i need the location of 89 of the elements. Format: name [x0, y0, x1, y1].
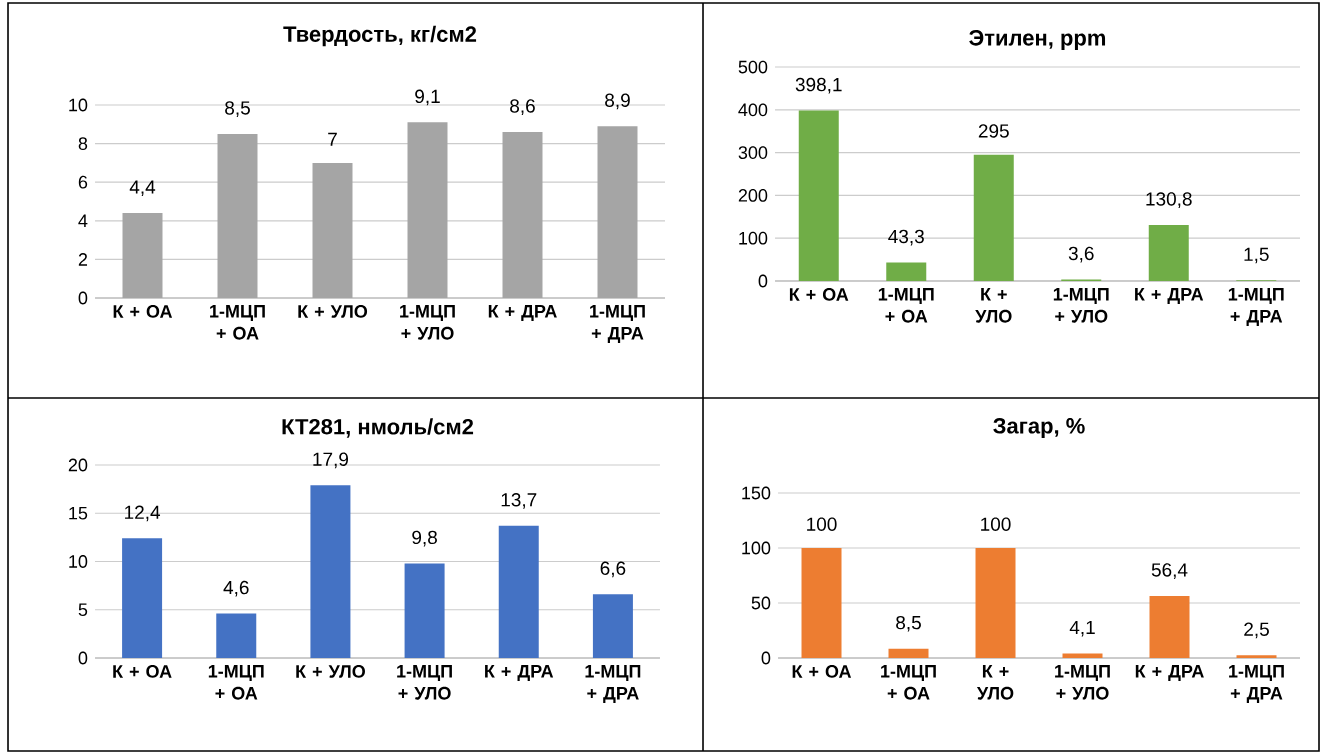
bar: [592, 594, 633, 658]
data-label: 9,8: [412, 530, 437, 547]
x-tick-label: 1-МЦП + ДРА: [590, 305, 645, 344]
data-label: 56,4: [1151, 563, 1188, 579]
y-tick-label: 0: [758, 274, 768, 288]
chart-title: Этилен, ppm: [969, 30, 1106, 50]
x-tick-label: 1-МЦП + УЛО: [397, 665, 452, 700]
x-tick-label: 1-МЦП + УЛО: [400, 305, 455, 340]
data-label: 4,1: [1069, 620, 1095, 637]
y-tick-label: 300: [738, 146, 768, 159]
x-tick-label: 1-МЦП + УЛО: [1055, 665, 1110, 700]
y-tick-label: 6: [78, 175, 88, 189]
y-tick-label: 100: [739, 231, 768, 245]
x-tick-label: К + УЛО: [976, 665, 1014, 700]
bar: [122, 538, 163, 658]
chart-title: Загар, %: [993, 418, 1085, 438]
y-tick-label: 15: [69, 506, 88, 520]
x-tick-label: К + ДРА: [488, 305, 557, 322]
y-tick-label: 8: [78, 137, 88, 150]
y-tick-label: 0: [761, 651, 771, 665]
chart-title: КТ281, нмоль/см2: [282, 418, 474, 438]
data-label: 8,9: [605, 93, 630, 110]
data-label: 4,4: [129, 180, 156, 197]
data-label: 9,1: [415, 89, 440, 106]
data-label: 4,6: [223, 580, 249, 597]
x-tick-label: К + УЛО: [975, 288, 1012, 323]
bar: [1148, 225, 1189, 281]
data-label: 398,1: [795, 77, 842, 94]
bar: [888, 648, 929, 658]
x-tick-label: К + УЛО: [296, 665, 365, 678]
bar: [1149, 595, 1190, 658]
x-tick-label: К + ДРА: [485, 665, 554, 682]
x-tick-label: К + ОА: [113, 305, 173, 318]
data-label: 8,6: [510, 99, 535, 115]
data-label: 8,5: [896, 615, 921, 632]
bar: [404, 563, 445, 658]
data-label: 130,8: [1146, 192, 1192, 208]
y-tick-label: 500: [738, 60, 768, 74]
data-label: 17,9: [313, 452, 348, 469]
y-tick-label: 400: [738, 103, 768, 117]
bar: [798, 110, 839, 281]
bar: [886, 262, 927, 281]
y-tick-label: 0: [78, 291, 88, 305]
data-label: 100: [807, 517, 837, 531]
y-tick-label: 2: [78, 253, 88, 266]
bar: [973, 154, 1014, 281]
x-tick-label: 1-МЦП + ДРА: [585, 665, 641, 704]
data-label: 100: [981, 517, 1011, 531]
data-label: 13,7: [501, 493, 537, 509]
y-tick-label: 0: [78, 651, 88, 665]
bar: [801, 548, 842, 658]
x-tick-label: 1-МЦП + ОА: [208, 665, 264, 700]
x-tick-label: 1-МЦП + ОА: [878, 288, 934, 323]
bar: [1062, 653, 1103, 658]
bar: [1236, 655, 1277, 658]
y-tick-label: 150: [742, 486, 771, 500]
data-label: 2,5: [1244, 622, 1269, 639]
chart-title: Твердость, кг/см2: [283, 25, 477, 47]
y-tick-label: 10: [69, 555, 88, 568]
x-tick-label: 1-МЦП + ДРА: [1228, 288, 1284, 327]
x-tick-label: 1-МЦП + ОА: [210, 305, 265, 340]
data-label: 6,6: [600, 561, 626, 578]
data-label: 43,3: [888, 229, 924, 246]
data-label: 8,5: [225, 101, 250, 117]
y-tick-label: 10: [69, 98, 88, 112]
x-tick-label: К + ОА: [792, 665, 852, 678]
bar: [216, 613, 257, 658]
y-tick-label: 5: [78, 603, 88, 617]
x-tick-label: К + ДРА: [1135, 288, 1204, 305]
data-label: 7: [328, 132, 337, 146]
x-tick-label: 1-МЦП + ОА: [881, 665, 936, 700]
x-tick-label: К + ДРА: [1135, 665, 1204, 682]
y-tick-label: 200: [738, 189, 768, 202]
x-tick-label: 1-МЦП + УЛО: [1053, 288, 1109, 323]
data-label: 12,4: [125, 505, 161, 522]
x-tick-label: 1-МЦП + ДРА: [1229, 665, 1284, 704]
data-label: 1,5: [1244, 247, 1269, 264]
data-label: 3,6: [1068, 246, 1094, 263]
x-tick-label: К + ОА: [113, 665, 172, 678]
y-tick-label: 50: [751, 596, 771, 610]
bar: [310, 485, 351, 658]
x-tick-label: К + ОА: [789, 288, 849, 301]
bar: [975, 548, 1016, 658]
x-tick-label: К + УЛО: [298, 305, 368, 318]
data-label: 295: [978, 124, 1009, 138]
y-tick-label: 4: [78, 214, 88, 227]
y-tick-label: 100: [742, 541, 771, 555]
bar: [498, 525, 539, 658]
y-tick-label: 20: [68, 458, 88, 472]
